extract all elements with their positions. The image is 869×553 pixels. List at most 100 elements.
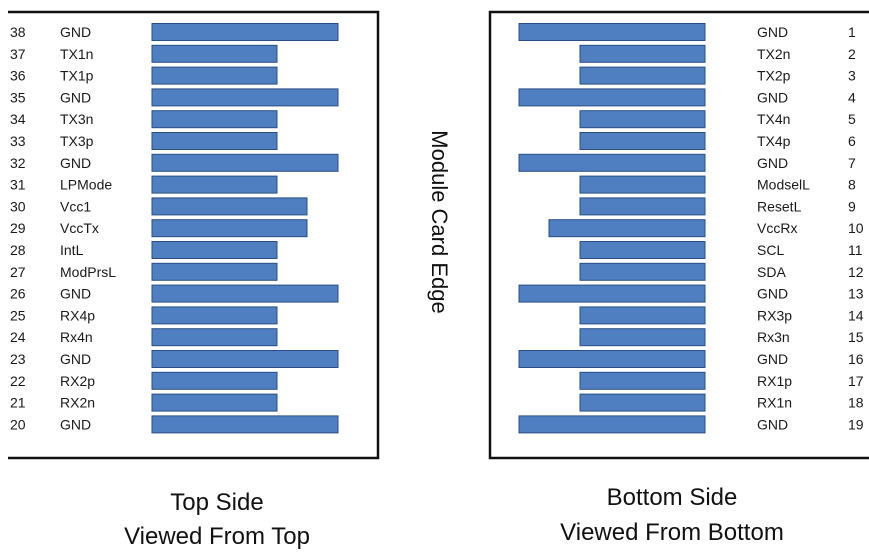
top-pin-row-28: 28 IntL: [10, 241, 278, 259]
bottom-pin-contact-9: [579, 197, 706, 216]
top-pin-row-33: 33 TX3p: [10, 132, 278, 150]
top-pin-name-28: IntL: [60, 242, 84, 258]
bottom-pin-row-5: 5 TX4n: [579, 110, 856, 129]
top-pin-row-36: 36 TX1p: [10, 66, 278, 85]
bottom-pin-number-14: 14: [848, 307, 864, 323]
bottom-side-caption-line1: Bottom Side: [607, 484, 738, 511]
top-pin-contact-36: [151, 66, 278, 85]
top-pin-contact-27: [151, 262, 278, 281]
top-pin-name-32: GND: [60, 155, 91, 171]
bottom-pin-name-16: GND: [757, 351, 788, 367]
top-pin-row-29: 29 VccTx: [10, 219, 308, 238]
top-pin-row-26: 26 GND: [10, 284, 339, 303]
bottom-pin-number-11: 11: [848, 242, 863, 258]
top-pin-name-21: RX2n: [60, 395, 95, 411]
bottom-pin-row-18: 18 RX1n: [579, 393, 864, 412]
bottom-pin-number-9: 9: [848, 198, 856, 214]
bottom-pin-row-1: 1 GND: [518, 23, 856, 41]
top-pin-contact-26: [151, 284, 339, 303]
bottom-pin-row-15: 15 Rx3n: [579, 328, 864, 347]
top-pin-name-20: GND: [60, 416, 91, 432]
top-pin-contact-29: [151, 219, 308, 238]
top-side-caption-line1: Top Side: [170, 489, 263, 516]
top-pin-number-26: 26: [10, 286, 26, 302]
top-pin-contact-37: [151, 44, 278, 63]
top-pin-row-34: 34 TX3n: [10, 110, 278, 129]
top-pin-row-30: 30 Vcc1: [10, 197, 308, 216]
bottom-pin-row-3: 3 TX2p: [579, 66, 856, 85]
top-pin-row-37: 37 TX1n: [10, 44, 278, 63]
bottom-pin-contact-19: [518, 415, 706, 434]
top-pin-number-33: 33: [10, 133, 26, 149]
bottom-pin-number-6: 6: [848, 133, 856, 149]
top-pin-contact-23: [151, 350, 339, 368]
bottom-pin-name-15: Rx3n: [757, 329, 790, 345]
bottom-pin-contact-15: [579, 328, 706, 347]
top-pin-contact-35: [151, 88, 339, 107]
top-pin-name-26: GND: [60, 286, 91, 302]
bottom-pin-number-3: 3: [848, 68, 856, 84]
bottom-pin-number-1: 1: [848, 24, 856, 40]
bottom-pin-name-17: RX1p: [757, 373, 792, 389]
bottom-pin-name-13: GND: [757, 286, 788, 302]
bottom-pin-number-2: 2: [848, 46, 856, 62]
bottom-pin-row-6: 6 TX4p: [579, 132, 856, 150]
top-pin-row-27: 27 ModPrsL: [10, 262, 278, 281]
bottom-pin-row-8: 8 ModselL: [579, 175, 856, 194]
bottom-pin-number-13: 13: [848, 286, 864, 302]
top-side-frame: [8, 10, 380, 460]
bottom-pin-name-8: ModselL: [757, 177, 810, 193]
bottom-pin-number-5: 5: [848, 111, 856, 127]
bottom-pin-name-12: SDA: [757, 264, 786, 280]
bottom-pin-contact-2: [579, 44, 706, 63]
top-pin-number-22: 22: [10, 373, 26, 389]
top-pin-number-27: 27: [10, 264, 26, 280]
bottom-side-panel: 1 GND 2 TX2n 3 TX2p 4 GND 5 TX4n 6 TX4p 7 GND 8 ModselL…: [488, 10, 869, 460]
bottom-pin-contact-4: [518, 88, 706, 107]
top-pin-number-20: 20: [10, 416, 26, 432]
bottom-pin-number-17: 17: [848, 373, 864, 389]
bottom-pin-name-4: GND: [757, 89, 788, 105]
bottom-pin-name-1: GND: [757, 24, 788, 40]
bottom-pin-name-5: TX4n: [757, 111, 790, 127]
bottom-side-pins: 1 GND 2 TX2n 3 TX2p 4 GND 5 TX4n 6 TX4p 7 GND 8 ModselL…: [518, 23, 864, 434]
top-pin-number-21: 21: [10, 395, 26, 411]
top-pin-number-35: 35: [10, 89, 26, 105]
bottom-pin-contact-18: [579, 393, 706, 412]
bottom-pin-number-18: 18: [848, 395, 864, 411]
top-pin-name-37: TX1n: [60, 46, 93, 62]
bottom-pin-row-2: 2 TX2n: [579, 44, 856, 63]
top-pin-number-28: 28: [10, 242, 26, 258]
bottom-side-caption-line2: Viewed From Bottom: [560, 519, 784, 546]
top-pin-number-24: 24: [10, 329, 26, 345]
bottom-pin-row-11: 11 SCL: [579, 241, 863, 259]
module-card-edge-label: Module Card Edge: [427, 130, 452, 313]
top-pin-row-35: 35 GND: [10, 88, 339, 107]
top-pin-name-35: GND: [60, 89, 91, 105]
top-pin-number-32: 32: [10, 155, 26, 171]
bottom-pin-number-10: 10: [848, 220, 864, 236]
bottom-pin-contact-1: [518, 23, 706, 41]
bottom-pin-number-7: 7: [848, 155, 856, 171]
top-pin-contact-22: [151, 371, 278, 390]
bottom-pin-number-8: 8: [848, 177, 856, 193]
top-pin-row-31: 31 LPMode: [10, 175, 278, 194]
top-pin-number-37: 37: [10, 46, 26, 62]
bottom-pin-row-9: 9 ResetL: [579, 197, 856, 216]
bottom-pin-name-18: RX1n: [757, 395, 792, 411]
bottom-pin-contact-3: [579, 66, 706, 85]
bottom-pin-name-6: TX4p: [757, 133, 791, 149]
top-pin-row-24: 24 Rx4n: [10, 328, 278, 347]
bottom-pin-contact-16: [518, 350, 706, 368]
top-pin-name-23: GND: [60, 351, 91, 367]
top-pin-contact-38: [151, 23, 339, 41]
bottom-pin-contact-13: [518, 284, 706, 303]
top-pin-number-29: 29: [10, 220, 26, 236]
bottom-pin-contact-5: [579, 110, 706, 129]
top-pin-name-30: Vcc1: [60, 198, 91, 214]
bottom-pin-row-7: 7 GND: [518, 153, 856, 172]
top-pin-contact-24: [151, 328, 278, 347]
top-pin-contact-33: [151, 132, 278, 150]
top-pin-row-38: 38 GND: [10, 23, 339, 41]
